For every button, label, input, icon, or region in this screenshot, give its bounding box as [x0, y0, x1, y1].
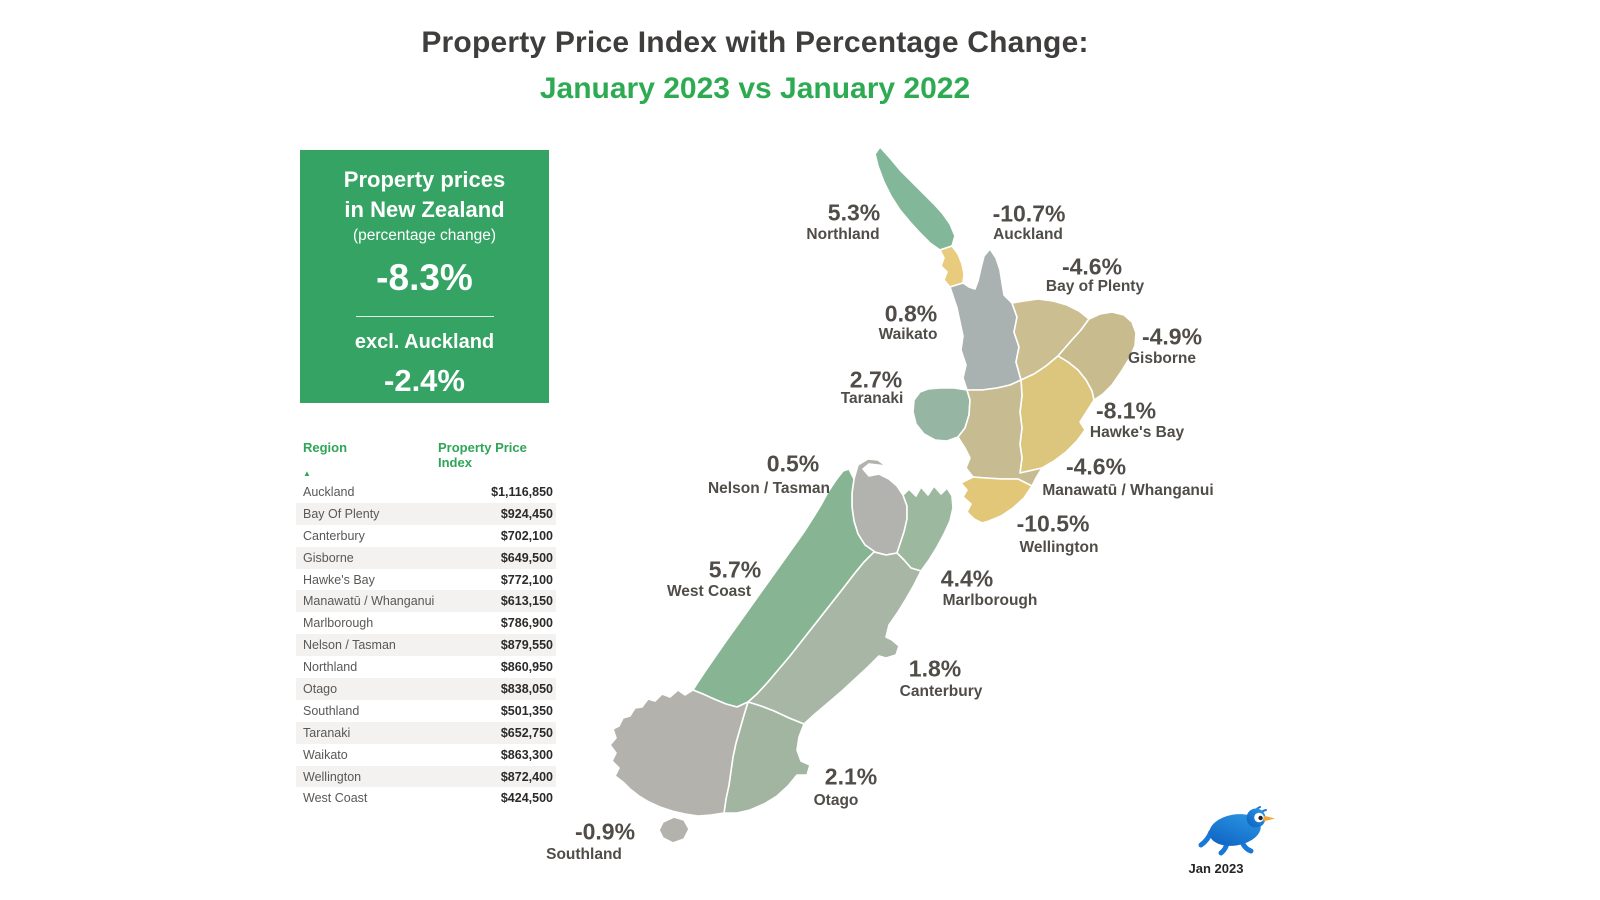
region-marlborough[interactable]: [896, 485, 954, 572]
table-row[interactable]: Marlborough $786,900: [296, 612, 556, 634]
table-cell-price-index: $863,300: [500, 747, 553, 762]
table-cell-region: Nelson / Tasman: [303, 638, 396, 653]
column-header-region[interactable]: Region: [303, 440, 348, 455]
table-cell-region: Hawke's Bay: [303, 572, 375, 587]
table-row[interactable]: West Coast $424,500: [296, 787, 556, 809]
price-index-table: Region Property Price Index ▲ Auckland $1…: [296, 432, 556, 810]
title-line-2: January 2023 vs January 2022: [539, 72, 971, 105]
table-cell-region: Canterbury: [303, 528, 365, 543]
kpi-card: Property prices in New Zealand (percenta…: [300, 150, 549, 403]
region-manawatu-whanganui[interactable]: [957, 379, 1043, 487]
kpi-excl-label: excl. Auckland: [354, 331, 495, 353]
table-cell-price-index: $786,900: [500, 616, 553, 631]
table-cell-region: West Coast: [303, 791, 368, 806]
region-canterbury[interactable]: [747, 551, 922, 725]
table-cell-price-index: $860,950: [500, 660, 553, 675]
table-header: Region Property Price Index ▲: [296, 432, 556, 481]
table-row[interactable]: Taranaki $652,750: [296, 721, 556, 744]
table-row[interactable]: Otago $838,050: [296, 678, 556, 700]
table-cell-price-index: $772,100: [500, 572, 553, 587]
table-cell-region: Southland: [303, 703, 360, 718]
table-cell-price-index: $924,450: [500, 506, 553, 521]
table-cell-region: Gisborne: [303, 550, 354, 565]
table-cell-region: Northland: [303, 660, 358, 675]
kpi-national-value: -8.3%: [376, 257, 473, 298]
title-line-1: Property Price Index with Percentage Cha…: [421, 26, 1089, 59]
kiwi-logo-icon: [1198, 806, 1275, 856]
table-cell-price-index: $702,100: [500, 528, 553, 543]
kpi-subheading: (percentage change): [352, 227, 497, 244]
table-row[interactable]: Southland $501,350: [296, 700, 556, 722]
table-cell-price-index: $1,116,850: [491, 484, 553, 499]
region-wellington[interactable]: [960, 476, 1033, 524]
column-header-price-index[interactable]: Property Price Index: [438, 440, 527, 470]
table-cell-price-index: $424,500: [500, 791, 553, 806]
table-row[interactable]: Hawke's Bay $772,100: [296, 569, 556, 591]
region-stewart-island[interactable]: [658, 816, 690, 844]
table-cell-region: Waikato: [303, 747, 348, 762]
table-row[interactable]: Northland $860,950: [296, 656, 556, 678]
table-cell-price-index: $613,150: [500, 594, 553, 609]
date-caption: Jan 2023: [1188, 861, 1244, 876]
table-row[interactable]: Bay Of Plenty $924,450: [296, 502, 556, 525]
table-cell-region: Marlborough: [303, 616, 374, 631]
kpi-divider: [355, 316, 494, 317]
table-cell-price-index: $872,400: [500, 769, 553, 784]
table-cell-price-index: $649,500: [500, 550, 553, 565]
sort-ascending-icon[interactable]: ▲: [303, 469, 311, 478]
table-body: Auckland $1,116,850 Bay Of Plenty $924,450 C…: [296, 481, 556, 809]
table-row[interactable]: Nelson / Tasman $879,550: [296, 634, 556, 657]
table-row[interactable]: Wellington $872,400: [296, 765, 556, 788]
table-cell-price-index: $652,750: [500, 725, 553, 740]
kpi-heading-line-1: Property prices: [343, 167, 506, 192]
table-row[interactable]: Manawatū / Whanganui $613,150: [296, 590, 556, 613]
table-cell-region: Manawatū / Whanganui: [303, 594, 435, 609]
table-row[interactable]: Canterbury $702,100: [296, 525, 556, 547]
table-cell-region: Taranaki: [303, 725, 351, 740]
table-row[interactable]: Gisborne $649,500: [296, 546, 556, 569]
table-cell-price-index: $838,050: [500, 681, 553, 696]
table-cell-region: Auckland: [303, 484, 355, 499]
region-southland[interactable]: [609, 689, 749, 817]
kpi-excl-value: -2.4%: [384, 363, 465, 398]
table-row[interactable]: Waikato $863,300: [296, 744, 556, 766]
region-auckland[interactable]: [939, 245, 965, 288]
table-cell-region: Bay Of Plenty: [303, 506, 380, 521]
table-cell-region: Otago: [303, 681, 338, 696]
kpi-heading-line-2: in New Zealand: [344, 197, 505, 222]
region-northland[interactable]: [874, 146, 956, 251]
table-cell-region: Wellington: [303, 769, 362, 784]
table-cell-price-index: $501,350: [500, 703, 553, 718]
table-cell-price-index: $879,550: [500, 638, 553, 653]
table-row[interactable]: Auckland $1,116,850: [296, 481, 556, 503]
page-title: Property Price Index with Percentage Cha…: [155, 26, 1355, 106]
